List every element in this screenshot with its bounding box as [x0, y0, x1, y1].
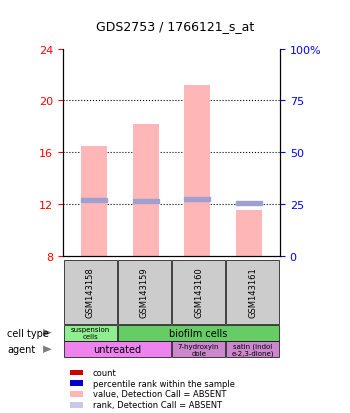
Bar: [133, 200, 159, 204]
Text: suspension
cells: suspension cells: [70, 326, 110, 339]
Text: biofilm cells: biofilm cells: [169, 328, 228, 338]
Text: count: count: [93, 368, 117, 377]
Text: GSM143158: GSM143158: [86, 267, 94, 318]
Text: GSM143159: GSM143159: [140, 267, 149, 318]
Text: value, Detection Call = ABSENT: value, Detection Call = ABSENT: [93, 389, 226, 399]
Text: GSM143161: GSM143161: [248, 267, 257, 318]
Text: untreated: untreated: [93, 344, 141, 354]
Text: GDS2753 / 1766121_s_at: GDS2753 / 1766121_s_at: [96, 20, 254, 33]
Text: satin (indol
e-2,3-dione): satin (indol e-2,3-dione): [232, 342, 274, 356]
Bar: [81, 199, 107, 202]
Text: cell type: cell type: [7, 328, 49, 338]
Text: agent: agent: [7, 344, 35, 354]
Text: 7-hydroxyin
dole: 7-hydroxyin dole: [178, 343, 219, 356]
Text: rank, Detection Call = ABSENT: rank, Detection Call = ABSENT: [93, 400, 222, 409]
Bar: [184, 86, 210, 256]
Text: GSM143160: GSM143160: [194, 267, 203, 318]
Bar: [133, 124, 159, 256]
Bar: [184, 197, 210, 201]
Bar: [236, 201, 262, 205]
Bar: [236, 211, 262, 256]
Text: percentile rank within the sample: percentile rank within the sample: [93, 379, 235, 388]
Bar: [81, 146, 107, 256]
